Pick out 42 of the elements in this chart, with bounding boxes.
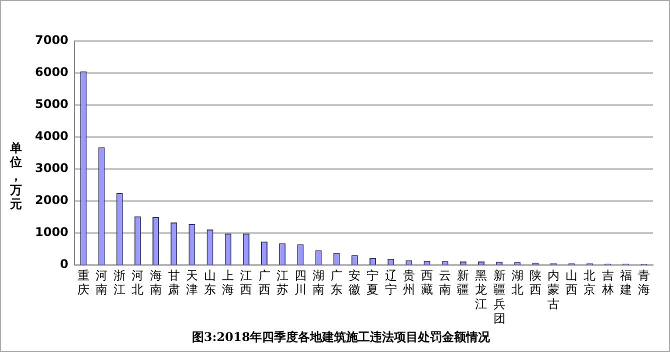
x-tick-label: 辽宁 (384, 268, 397, 297)
x-tick-label: 甘肃 (168, 268, 180, 297)
y-tick-label: 1000 (34, 225, 68, 240)
x-tick-label: 江苏 (276, 268, 288, 297)
x-tick-label: 山东 (204, 268, 216, 297)
y-axis-title: 单位，万元 (9, 141, 23, 211)
x-tick-label: 贵州 (402, 268, 415, 297)
x-tick-label: 广西 (258, 268, 270, 297)
y-tick-label: 2000 (34, 193, 68, 208)
y-tick-label: 6000 (34, 65, 68, 80)
x-tick-label: 福建 (618, 268, 632, 297)
x-tick-label: 四川 (294, 268, 306, 297)
x-tick-label: 上海 (222, 268, 234, 297)
x-tick-label: 宁夏 (366, 268, 379, 297)
y-tick-label: 3000 (34, 161, 68, 176)
x-tick-label: 云南 (439, 268, 452, 297)
x-tick-label: 重庆 (77, 268, 90, 297)
x-tick-label: 山西 (566, 268, 578, 297)
x-tick-label: 西藏 (420, 268, 433, 297)
y-tick-label: 7000 (34, 33, 68, 48)
x-tick-label: 河南 (96, 268, 108, 297)
x-tick-label: 广东 (330, 268, 343, 297)
x-tick-label: 内蒙古 (548, 268, 560, 312)
y-tick-label: 4000 (34, 129, 68, 144)
x-tick-label: 浙江 (114, 268, 126, 297)
x-tick-label: 陕西 (529, 268, 542, 297)
x-tick-label: 海南 (150, 268, 162, 297)
x-tick-label: 安徽 (348, 268, 361, 297)
x-tick-label: 湖北 (511, 268, 524, 297)
x-tick-label: 湖南 (312, 268, 324, 297)
y-tick-label: 0 (60, 257, 68, 272)
x-tick-label: 吉林 (600, 268, 614, 297)
x-tick-label: 江西 (240, 268, 252, 297)
x-tick-label: 黑龙江 (475, 268, 488, 312)
x-tick-label: 天津 (186, 268, 198, 297)
x-tick-label: 北京 (584, 268, 596, 297)
y-tick-label: 5000 (34, 97, 68, 112)
x-tick-label: 青海 (638, 268, 650, 297)
x-tick-label: 新疆 (457, 268, 470, 297)
x-tick-label: 新疆兵团 (493, 268, 506, 326)
x-tick-label: 河北 (132, 268, 144, 297)
text: 图3:2018年四季度各地建筑施工违法项目处罚金额情况 (192, 330, 492, 344)
